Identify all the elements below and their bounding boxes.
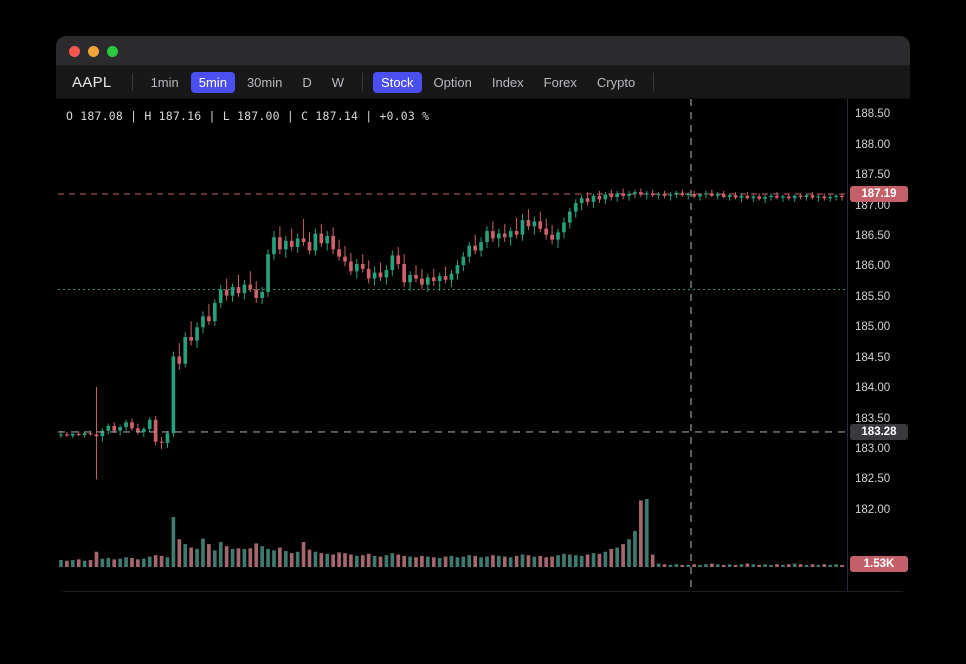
symbol-label[interactable]: AAPL bbox=[72, 73, 112, 91]
chart-area[interactable]: O 187.08 | H 187.16 | L 187.00 | C 187.1… bbox=[56, 99, 910, 591]
price-axis-label: 185.50 bbox=[855, 290, 891, 303]
ohlc-legend: O 187.08 | H 187.16 | L 187.00 | C 187.1… bbox=[66, 109, 430, 123]
traffic-lights bbox=[69, 46, 118, 57]
price-axis-label: 186.00 bbox=[855, 260, 891, 273]
price-axis-label: 184.50 bbox=[855, 351, 891, 364]
chart-toolbar: AAPL 1min 5min 30min D W Stock Option Index For… bbox=[56, 66, 910, 99]
toolbar-divider-1 bbox=[131, 73, 133, 91]
price-axis-label: 184.00 bbox=[855, 382, 891, 395]
price-axis-label: 188.00 bbox=[855, 138, 891, 151]
timeframe-1min[interactable]: 1min bbox=[150, 74, 179, 90]
price-axis-label: 182.50 bbox=[855, 473, 891, 486]
market-option[interactable]: Option bbox=[433, 74, 472, 90]
price-axis-label: 185.00 bbox=[855, 321, 891, 334]
last-price-badge: 187.19 bbox=[850, 185, 908, 202]
price-axis-label: 186.50 bbox=[855, 229, 891, 242]
time-axis[interactable]: 12:0013:3015:0016:3018:0019:3020:3022:30… bbox=[56, 591, 910, 592]
candlestick-svg bbox=[58, 99, 845, 591]
market-index[interactable]: Index bbox=[491, 74, 524, 90]
market-forex[interactable]: Forex bbox=[543, 74, 577, 90]
timeframe-30min[interactable]: 30min bbox=[246, 74, 283, 90]
timeframe-5min[interactable]: 5min bbox=[190, 71, 235, 93]
price-axis-label: 183.00 bbox=[855, 443, 891, 455]
zoom-button[interactable] bbox=[107, 46, 118, 57]
window-titlebar bbox=[56, 36, 910, 66]
price-axis[interactable]: 188.50 188.00 187.50 187.00 186.50 186.00 185.… bbox=[847, 99, 910, 591]
close-button[interactable] bbox=[69, 46, 80, 57]
price-axis-label: 183.50 bbox=[855, 412, 891, 425]
market-stock[interactable]: Stock bbox=[373, 71, 422, 93]
timeframe-group: 1min 5min 30min D W bbox=[143, 71, 352, 93]
price-axis-label: 187.50 bbox=[855, 169, 891, 182]
timeframe-d[interactable]: D bbox=[302, 74, 312, 90]
toolbar-divider-2 bbox=[362, 73, 364, 91]
timeframe-w[interactable]: W bbox=[331, 74, 345, 90]
minimize-button[interactable] bbox=[88, 46, 99, 57]
toolbar-divider-3 bbox=[653, 73, 655, 91]
market-crypto[interactable]: Crypto bbox=[596, 74, 636, 90]
chart-window: AAPL 1min 5min 30min D W Stock Option Index For… bbox=[56, 36, 910, 592]
price-axis-label: 188.50 bbox=[855, 108, 891, 121]
volume-value-badge: 1.53K bbox=[850, 556, 908, 572]
price-plot[interactable] bbox=[56, 99, 847, 591]
crosshair-price-badge: 183.28 bbox=[850, 423, 908, 440]
market-group: Stock Option Index Forex Crypto bbox=[373, 71, 643, 93]
price-axis-label: 187.00 bbox=[855, 199, 891, 212]
price-axis-label: 182.00 bbox=[855, 503, 891, 516]
